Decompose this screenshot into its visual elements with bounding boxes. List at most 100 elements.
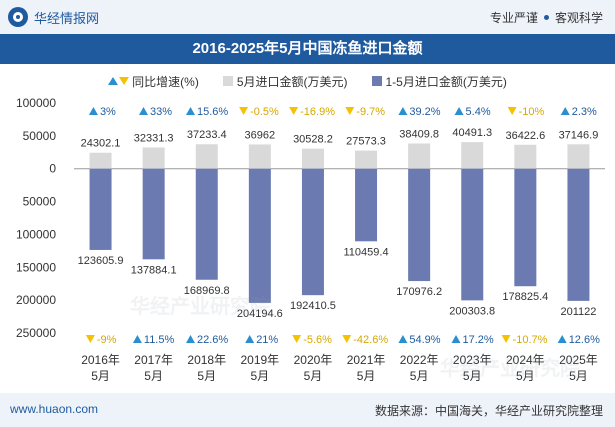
- ytd-value-label: 168969.8: [184, 285, 230, 297]
- may-value-label: 37233.4: [187, 129, 227, 141]
- x-tick-label: 5月: [357, 369, 376, 383]
- growth-down-triangle-icon: [85, 335, 95, 343]
- x-tick-label: 5月: [410, 369, 429, 383]
- y-tick-label: 250000: [16, 326, 56, 340]
- growth-up-triangle-icon: [245, 335, 255, 343]
- x-tick-label: 2016年: [81, 353, 120, 367]
- growth-up-triangle-icon: [186, 107, 195, 115]
- top-bar: 华经情报网 专业严谨 客观科学: [0, 0, 615, 34]
- ytd-amount-bar: [301, 168, 324, 296]
- x-tick-label: 5月: [91, 369, 110, 383]
- bar-chart: 100000 50000 0 50000 100000 150000 200000 25000…: [16, 96, 605, 383]
- x-tick-label: 2020年: [294, 353, 333, 367]
- may-value-label: 32331.3: [134, 132, 174, 144]
- legend-may-label: 5月进口金额(万美元): [236, 74, 348, 89]
- growth-down-triangle-icon: [507, 107, 517, 115]
- x-tick-label: 5月: [304, 369, 323, 383]
- chart-legend: 同比增速(%) 5月进口金额(万美元) 1-5月进口金额(万美元): [0, 70, 615, 92]
- x-tick-label: 2022年: [400, 353, 439, 367]
- may-growth-label: -16.9%: [300, 106, 335, 118]
- may-growth-label: 39.2%: [409, 106, 440, 118]
- growth-up-triangle-icon: [557, 335, 567, 343]
- may-growth-label: -0.5%: [250, 106, 279, 118]
- ytd-value-label: 200303.8: [449, 305, 495, 317]
- growth-up-triangle-icon: [398, 107, 408, 115]
- may-value-label: 38409.8: [399, 128, 439, 140]
- may-growth-label: 2.3%: [572, 106, 597, 118]
- x-tick-label: 5月: [197, 369, 216, 383]
- growth-down-triangle-icon: [239, 107, 249, 115]
- brand-logo[interactable]: 华经情报网: [8, 7, 99, 27]
- data-source: 数据来源：中国海关，华经产业研究院整理: [374, 404, 603, 418]
- x-tick-label: 2017年: [134, 353, 173, 367]
- x-tick-label: 2024年: [506, 353, 545, 367]
- x-tick-label: 2021年: [347, 353, 386, 367]
- may-amount-bar: [408, 143, 431, 169]
- ytd-amount-bar: [461, 168, 484, 301]
- may-growth-label: 33%: [150, 106, 172, 118]
- x-tick-label: 2023年: [453, 353, 492, 367]
- y-tick-label: 150000: [16, 260, 56, 274]
- x-tick-label: 2018年: [187, 353, 226, 367]
- ytd-value-label: 110459.4: [344, 246, 389, 258]
- ytd-value-label: 170976.2: [396, 286, 442, 298]
- ytd-value-label: 192410.5: [290, 300, 336, 312]
- may-value-label: 27573.3: [346, 136, 386, 148]
- ytd-value-label: 137884.1: [131, 264, 177, 276]
- legend-growth[interactable]: 同比增速(%): [108, 73, 199, 90]
- growth-up-triangle-icon: [88, 107, 98, 115]
- may-amount-bar: [142, 147, 165, 169]
- may-value-label: 36962: [245, 129, 276, 141]
- ytd-amount-bar: [89, 168, 112, 250]
- x-tick-label: 5月: [516, 369, 535, 383]
- chart-title: 2016-2025年5月中国冻鱼进口金额: [192, 40, 423, 57]
- may-amount-bar: [195, 144, 218, 169]
- may-value-label: 40491.3: [452, 127, 492, 139]
- ytd-value-label: 123605.9: [78, 255, 124, 267]
- ytd-growth-label: 12.6%: [569, 334, 600, 346]
- website-link[interactable]: www.huaon.com: [10, 402, 99, 416]
- footer: www.huaon.com 数据来源：中国海关，华经产业研究院整理: [0, 393, 615, 427]
- bullet-dot-icon: [543, 15, 549, 20]
- ytd-growth-label: -42.6%: [353, 334, 388, 346]
- legend-may-swatch: [222, 76, 233, 86]
- growth-up-triangle-icon: [451, 335, 461, 343]
- ytd-growth-label: 22.6%: [197, 334, 228, 346]
- x-tick-label: 2019年: [240, 353, 279, 367]
- growth-up-triangle-icon: [186, 335, 195, 343]
- up-down-triangle-icon: [108, 77, 130, 85]
- ytd-amount-bar: [408, 168, 431, 282]
- legend-may-amount[interactable]: 5月进口金额(万美元): [222, 73, 348, 90]
- may-growth-label: -9.7%: [356, 106, 385, 118]
- may-amount-bar: [514, 144, 537, 169]
- may-amount-bar: [301, 148, 324, 169]
- may-growth-label: -10%: [519, 106, 545, 118]
- ytd-value-label: 178825.4: [502, 291, 548, 303]
- slogan-left: 专业严谨: [489, 11, 538, 25]
- may-value-label: 30528.2: [293, 134, 333, 146]
- ytd-growth-label: 17.2%: [463, 334, 494, 346]
- growth-up-triangle-icon: [398, 335, 408, 343]
- legend-ytd-swatch: [371, 76, 382, 86]
- ytd-growth-label: -9%: [97, 334, 117, 346]
- may-growth-label: 15.6%: [197, 106, 228, 118]
- ytd-growth-label: -5.6%: [303, 334, 332, 346]
- legend-ytd-amount[interactable]: 1-5月进口金额(万美元): [371, 73, 507, 90]
- may-amount-bar: [567, 144, 590, 169]
- may-growth-label: 3%: [100, 106, 116, 118]
- ytd-value-label: 201122: [561, 306, 597, 318]
- y-tick-label: 0: [49, 162, 56, 176]
- ytd-amount-bar: [567, 168, 590, 301]
- title-bar: 2016-2025年5月中国冻鱼进口金额: [0, 34, 615, 64]
- may-amount-bar: [355, 150, 378, 169]
- y-tick-label: 100000: [16, 96, 56, 110]
- ytd-amount-bar: [195, 168, 218, 280]
- ytd-growth-label: 54.9%: [409, 334, 440, 346]
- growth-down-triangle-icon: [501, 335, 511, 343]
- x-tick-label: 5月: [251, 369, 270, 383]
- y-tick-label: 100000: [16, 227, 56, 241]
- may-value-label: 24302.1: [81, 138, 121, 150]
- ytd-amount-bar: [355, 168, 378, 242]
- y-tick-label: 200000: [16, 293, 56, 307]
- may-amount-bar: [248, 144, 271, 169]
